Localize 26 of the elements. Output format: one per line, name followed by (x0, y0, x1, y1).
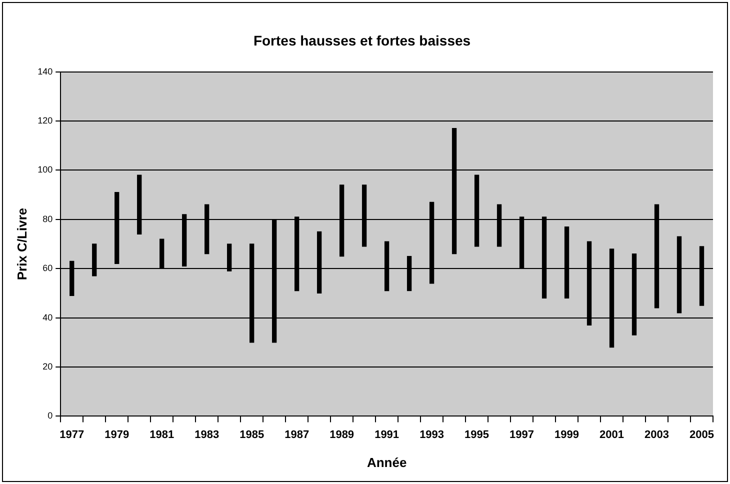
x-tick-label: 1987 (284, 428, 310, 441)
x-tick-label: 1979 (104, 428, 130, 441)
chart-title: Fortes hausses et fortes baisses (253, 32, 471, 48)
x-tick-label: 1995 (464, 428, 490, 441)
x-tick-label: 1983 (194, 428, 220, 441)
y-tick-label: 0 (48, 410, 53, 421)
y-tick-label: 60 (42, 263, 53, 274)
x-tick-label: 1985 (240, 428, 264, 441)
x-tick-label: 1993 (420, 428, 444, 441)
x-tick-label: 1981 (150, 428, 174, 441)
x-tick-label: 2005 (690, 428, 714, 441)
x-tick-label: 2001 (600, 428, 624, 441)
x-tick-label: 1977 (60, 428, 84, 441)
y-tick-label: 140 (38, 66, 53, 76)
y-tick-label: 100 (38, 164, 53, 175)
y-axis-title: Prix C/Livre (14, 208, 30, 280)
y-tick-label: 120 (38, 115, 53, 126)
x-tick-label: 1991 (374, 428, 400, 441)
x-tick-label: 2003 (644, 428, 669, 441)
x-tick-label: 1997 (510, 428, 534, 441)
x-axis-title: Année (366, 454, 407, 470)
x-tick-label: 1999 (554, 428, 580, 441)
y-tick-label: 40 (42, 312, 53, 322)
y-tick-label: 80 (42, 214, 53, 224)
y-tick-label: 20 (42, 361, 53, 372)
x-tick-label: 1989 (330, 428, 354, 441)
